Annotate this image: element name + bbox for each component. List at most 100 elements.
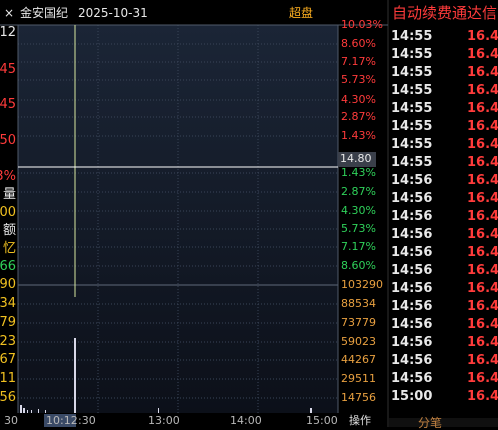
tick-price: 16.4 (467, 155, 498, 170)
time-box (44, 414, 76, 427)
tick-time: 14:56 (391, 209, 433, 224)
tick-row: 14:55 16.4 (389, 136, 498, 154)
tick-price: 16.4 (467, 119, 498, 134)
tick-time: 14:56 (391, 173, 433, 188)
tick-time: 14:56 (391, 299, 433, 314)
axis-up: 7.17% (341, 55, 376, 68)
tick-row: 14:56 16.4 (389, 262, 498, 280)
tick-price: 16.4 (467, 317, 498, 332)
axis-up: 4.30% (341, 93, 376, 106)
tick-row: 14:55 16.4 (389, 82, 498, 100)
tick-time: 14:55 (391, 137, 433, 152)
axis-current: 14.80 (340, 152, 372, 165)
time-label: 15:00 (306, 414, 338, 427)
side-label: 额 (2, 223, 16, 238)
tick-price: 16.4 (467, 65, 498, 80)
side-label: 34 (0, 296, 16, 311)
tick-row: 14:55 16.4 (389, 46, 498, 64)
price-box (338, 152, 376, 167)
tick-time: 15:00 (391, 389, 433, 404)
tick-time: 14:55 (391, 65, 433, 80)
side-label: 量 (2, 187, 16, 202)
tick-row: 14:56 16.4 (389, 244, 498, 262)
tick-row: 14:56 16.4 (389, 316, 498, 334)
volume-label: 29511 (341, 372, 376, 385)
tick-row: 14:56 16.4 (389, 172, 498, 190)
tick-price: 16.4 (467, 173, 498, 188)
tick-price: 16.4 (467, 83, 498, 98)
tick-price: 16.4 (467, 335, 498, 350)
mode[interactable]: 超盘 (289, 6, 314, 20)
tick-time: 14:55 (391, 83, 433, 98)
side-label: 267 (0, 352, 16, 367)
axis-up: 10.03% (341, 18, 383, 31)
time-label: 10:12 (46, 414, 78, 427)
tick-price: 16.4 (467, 227, 498, 242)
side-label: 23 (0, 334, 16, 349)
tick-price: 16.4 (467, 101, 498, 116)
axis-up: 1.43% (341, 129, 376, 142)
tick-list: 14:55 16.4 14:55 16.4 14:55 16.4 14:55 16.4 14:5… (389, 28, 498, 418)
time-label: 13:00 (148, 414, 180, 427)
side-label: 779 (0, 315, 16, 330)
volume-bars (20, 338, 312, 413)
tick-time: 14:56 (391, 335, 433, 350)
tick-row: 14:55 16.4 (389, 154, 498, 172)
side-label: 90 (0, 277, 16, 292)
tick-time: 14:55 (391, 47, 433, 62)
tab-bar (389, 418, 498, 427)
axis-up: 5.73% (341, 73, 376, 86)
side-label: 11 (0, 371, 16, 386)
side-label: 45 (0, 62, 16, 77)
tick-time: 14:55 (391, 101, 433, 116)
tick-price: 16.4 (467, 245, 498, 260)
axis-down: 8.60% (341, 259, 376, 272)
tick-price: 16.4 (467, 137, 498, 152)
tick-time: 14:55 (391, 119, 433, 134)
axis-up: 2.87% (341, 110, 376, 123)
close[interactable]: × (4, 6, 15, 20)
date: 2025-10-31 (78, 6, 148, 20)
side-label: 45 (0, 97, 16, 112)
tick-row: 14:55 16.4 (389, 118, 498, 136)
tick-time: 14:56 (391, 317, 433, 332)
grid (18, 25, 338, 413)
tick-row: 14:55 16.4 (389, 100, 498, 118)
axis-down: 2.87% (341, 185, 376, 198)
side-label: 156 (0, 390, 16, 405)
volume-label: 59023 (341, 335, 376, 348)
tick-row: 14:56 16.4 (389, 280, 498, 298)
volume-label: 88534 (341, 297, 376, 310)
axis-down: 4.30% (341, 204, 376, 217)
axis-up: 8.60% (341, 37, 376, 50)
list-title: 自动续费通达信 (392, 4, 498, 22)
tick-time: 14:56 (391, 353, 433, 368)
side-label: 3% (0, 169, 16, 184)
volume-label: 14756 (341, 391, 376, 404)
tick-price: 16.4 (467, 389, 498, 404)
side-label: 00 (0, 205, 16, 220)
tick-row: 15:00 16.4 (389, 388, 498, 406)
tab[interactable]: 分笔 (418, 416, 443, 430)
volume-label: 44267 (341, 353, 376, 366)
side-label: 12 (0, 25, 16, 40)
time-label: :30 (78, 414, 96, 427)
chart-bg (18, 25, 338, 413)
tick-price: 16.4 (467, 281, 498, 296)
tick-price: 16.4 (467, 209, 498, 224)
tick-time: 14:56 (391, 227, 433, 242)
tick-row: 14:56 16.4 (389, 226, 498, 244)
tick-row: 14:56 16.4 (389, 352, 498, 370)
volume-label: 73779 (341, 316, 376, 329)
tick-row: 14:56 16.4 (389, 208, 498, 226)
axis-down: 5.73% (341, 222, 376, 235)
tick-row: 14:56 16.4 (389, 298, 498, 316)
side-label: 50 (0, 133, 16, 148)
time-label: 30 (4, 414, 18, 427)
tick-row: 14:55 16.4 (389, 28, 498, 46)
axis-down: 1.43% (341, 166, 376, 179)
tick-price: 16.4 (467, 371, 498, 386)
side-label: 66 (0, 259, 16, 274)
tick-row: 14:56 16.4 (389, 190, 498, 208)
